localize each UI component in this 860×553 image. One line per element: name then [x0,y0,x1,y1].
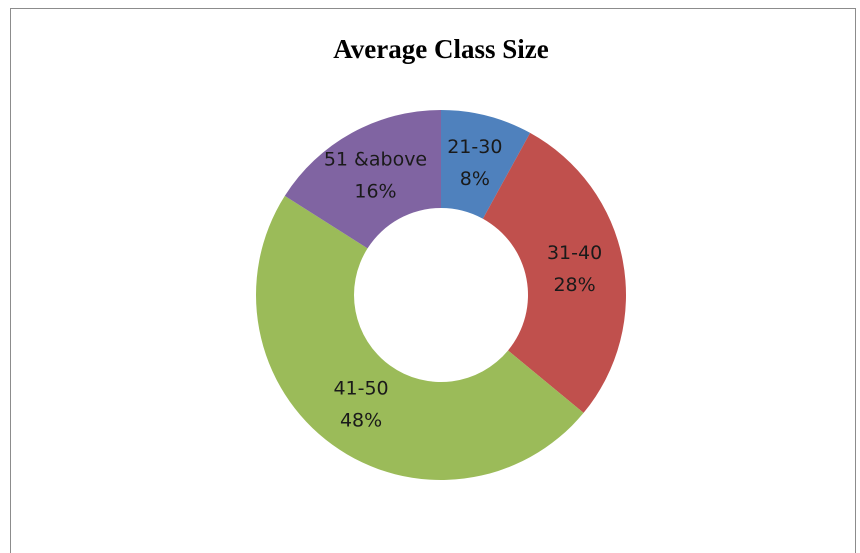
slice-category-label: 51 &above [324,148,427,170]
slice-value-label: 28% [553,274,595,296]
slice [441,110,531,219]
slice-category-label: 31-40 [547,242,602,264]
slice [284,110,441,249]
slice-value-label: 48% [340,410,382,432]
slice-value-label: 16% [354,180,396,202]
slice [256,195,584,480]
chart-title: Average Class Size [333,34,548,64]
slice-category-label: 21-30 [447,136,502,158]
slice-value-label: 8% [460,168,490,190]
slice [482,132,626,413]
slice-category-label: 41-50 [333,378,388,400]
